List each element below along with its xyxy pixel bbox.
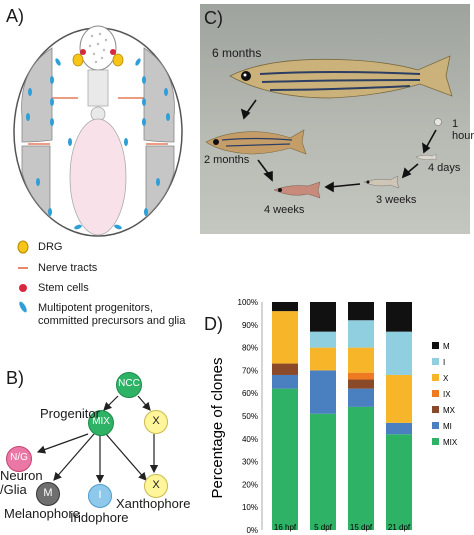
stem-cell-icon: [19, 284, 27, 292]
node-x-label: X: [152, 415, 160, 427]
legend-label-x: X: [443, 374, 449, 383]
bar-segment-mx-2: [348, 379, 374, 389]
legend-swatch-i: [432, 358, 439, 365]
x-tick-label: 21 dpf: [388, 523, 411, 532]
node-ncc: [116, 372, 142, 398]
bar-segment-mix-0: [272, 388, 298, 530]
y-tick-label: 100%: [238, 298, 258, 307]
stage-3-weeks-label: 3 weeks: [376, 194, 417, 206]
bar-segment-x-1: [310, 347, 336, 371]
bar-segment-mx-0: [272, 363, 298, 375]
node-x: [144, 410, 168, 434]
y-tick-label: 20%: [242, 480, 258, 489]
bar-segment-ix-2: [348, 372, 374, 380]
panel-c-label: C): [204, 8, 223, 28]
node-ng: [6, 446, 32, 472]
lineage-tree-diagram: [36, 395, 159, 484]
legend-label-m: M: [443, 342, 450, 351]
bar-segment-x-2: [348, 347, 374, 373]
stage-2-months-label: 2 months: [204, 154, 250, 166]
legend-stem-cells-label: Stem cells: [38, 282, 89, 294]
bar-segment-i-3: [386, 331, 412, 375]
node-m-label: M: [43, 487, 53, 499]
x-tick-label: 5 dpf: [314, 523, 333, 532]
legend-swatch-x: [432, 374, 439, 381]
node-ncc-label: NCC: [118, 378, 140, 389]
drg-icon: [17, 240, 29, 254]
legend-label-i: I: [443, 358, 445, 367]
node-i-label: I: [98, 489, 102, 501]
legend-swatch-m: [432, 342, 439, 349]
x-tick-label: 16 hpf: [274, 523, 297, 532]
node-i: [88, 484, 112, 508]
legend-drg-label: DRG: [38, 241, 63, 253]
label-neuron: Neuron: [0, 468, 43, 483]
y-tick-label: 90%: [242, 321, 258, 330]
panel-a-label: A): [6, 6, 24, 26]
bar-segment-m-2: [348, 302, 374, 321]
node-mix: [88, 410, 114, 436]
y-tick-label: 50%: [242, 412, 258, 421]
y-tick-label: 10%: [242, 503, 258, 512]
bar-segment-m-0: [272, 302, 298, 312]
stage-4-weeks-label: 4 weeks: [264, 204, 305, 216]
legend-swatch-mix: [432, 438, 439, 445]
panel-d-label: D): [204, 314, 223, 334]
node-m: [36, 482, 60, 506]
legend-label-mx: MX: [443, 406, 456, 415]
node-x2-label: X: [152, 479, 160, 491]
node-ng-label: N/G: [10, 452, 28, 463]
y-tick-label: 70%: [242, 366, 258, 375]
stage-1-hour-label: 1 hour: [452, 118, 474, 142]
bar-segment-mix-2: [348, 406, 374, 530]
bar-segment-i-1: [310, 331, 336, 348]
bar-segment-mix-1: [310, 413, 336, 530]
bar-segment-mix-3: [386, 434, 412, 530]
label-iridophore: Iridophore: [70, 510, 129, 525]
label-glia: /Glia: [0, 482, 27, 497]
bar-segment-mi-3: [386, 422, 412, 435]
bar-segment-m-1: [310, 302, 336, 332]
embryo-cross-section-diagram: [13, 25, 183, 237]
bar-segment-mi-2: [348, 388, 374, 407]
legend-label-ix: IX: [443, 390, 451, 399]
legend-swatch-mx: [432, 406, 439, 413]
progenitor-icon: [19, 301, 27, 313]
x-tick-label: 15 dpf: [350, 523, 373, 532]
y-tick-label: 0%: [246, 526, 258, 535]
label-melanophore: Melanophore: [4, 506, 80, 521]
legend-swatch-mi: [432, 422, 439, 429]
label-xanthophore: Xanthophore: [116, 496, 191, 511]
bar-segment-mi-1: [310, 370, 336, 414]
y-tick-label: 30%: [242, 458, 258, 467]
legend-nerve-tracts-label: Nerve tracts: [38, 262, 98, 274]
bar-segment-x-3: [386, 374, 412, 423]
panel-b-label: B): [6, 368, 24, 388]
stage-4-days-label: 4 days: [428, 162, 461, 174]
label-progenitor: Progenitor: [40, 406, 100, 421]
bar-segment-i-2: [348, 320, 374, 348]
bar-segment-x-0: [272, 311, 298, 364]
zebrafish-stages-illustration: [205, 55, 453, 199]
legend-label-mi: MI: [443, 422, 452, 431]
zebrafish-growth-photo: [200, 4, 470, 234]
y-axis-label: Percentage of clones: [209, 358, 226, 499]
bar-segment-mi-0: [272, 374, 298, 389]
y-tick-label: 40%: [242, 435, 258, 444]
y-tick-label: 80%: [242, 344, 258, 353]
legend-swatch-ix: [432, 390, 439, 397]
bar-segment-m-3: [386, 302, 412, 332]
legend-label-mix: MIX: [443, 438, 458, 447]
y-tick-label: 60%: [242, 389, 258, 398]
stage-6-months-label: 6 months: [212, 46, 262, 60]
nerve-tract-icon: [18, 267, 28, 269]
stacked-bar-chart: Percentage of clones 0% 10% 20% 30% 40% 50% 60…: [209, 298, 458, 535]
legend-progenitors-label: Multipotent progenitors, committed precu…: [38, 302, 186, 327]
node-x2: [144, 474, 168, 498]
node-mix-label: MIX: [92, 416, 110, 427]
